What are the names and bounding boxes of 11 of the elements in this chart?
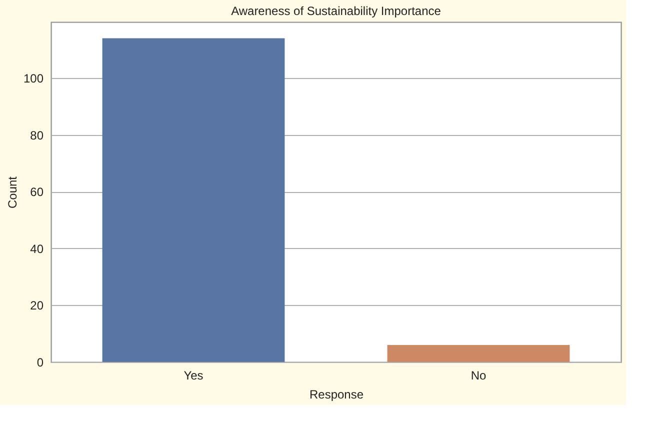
y-axis-title: Count — [5, 176, 20, 209]
x-tick-label: No — [470, 368, 486, 382]
y-tick-label: 80 — [30, 128, 44, 142]
x-tick-label: Yes — [184, 368, 204, 382]
y-tick-label: 20 — [30, 298, 44, 313]
y-tick-label: 0 — [36, 356, 44, 370]
y-tick-label: 100 — [23, 71, 44, 86]
y-tick-label: 60 — [30, 185, 44, 200]
chart-title: Awareness of Sustainability Importance — [231, 4, 442, 18]
y-tick-label: 40 — [30, 242, 44, 256]
x-axis-title: Response — [309, 388, 364, 402]
